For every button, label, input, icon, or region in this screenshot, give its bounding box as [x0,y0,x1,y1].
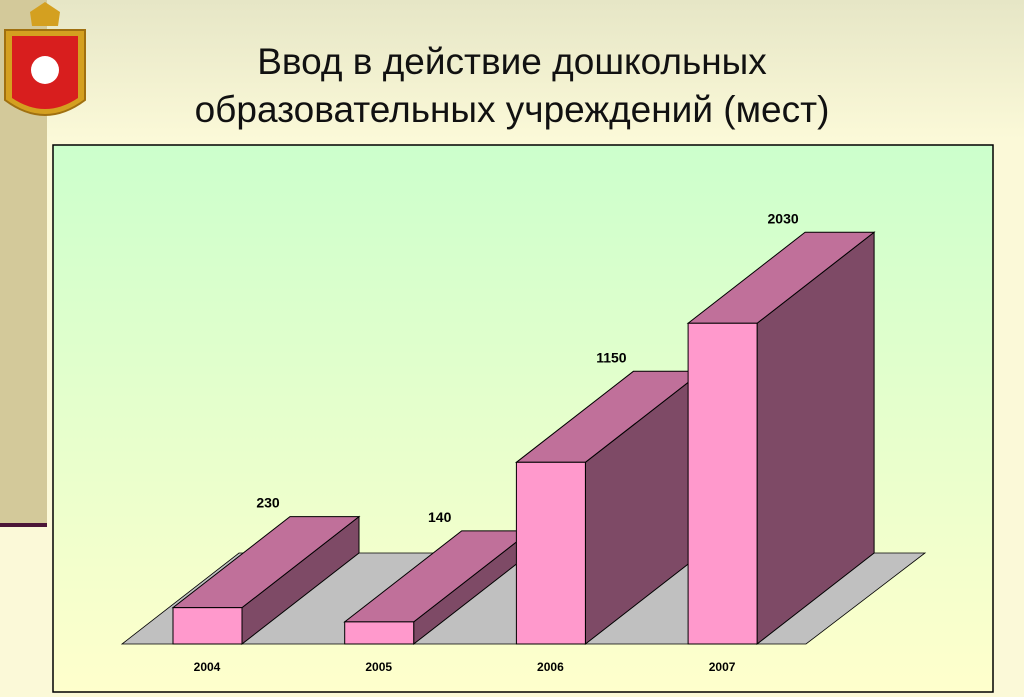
value-label: 1150 [596,349,627,365]
chart-title: Ввод в действие дошкольных образовательн… [194,41,830,130]
x-tick-label: 2007 [709,660,736,674]
value-label: 2030 [768,210,799,226]
x-tick-label: 2005 [365,660,392,674]
value-label: 230 [256,495,280,511]
coat-of-arms [4,2,86,116]
x-tick-label: 2004 [194,660,221,674]
bar [172,607,243,645]
x-tick-label: 2006 [537,660,564,674]
bar [344,621,415,645]
bar [687,322,758,645]
value-label: 140 [428,509,452,525]
bar [515,461,586,645]
